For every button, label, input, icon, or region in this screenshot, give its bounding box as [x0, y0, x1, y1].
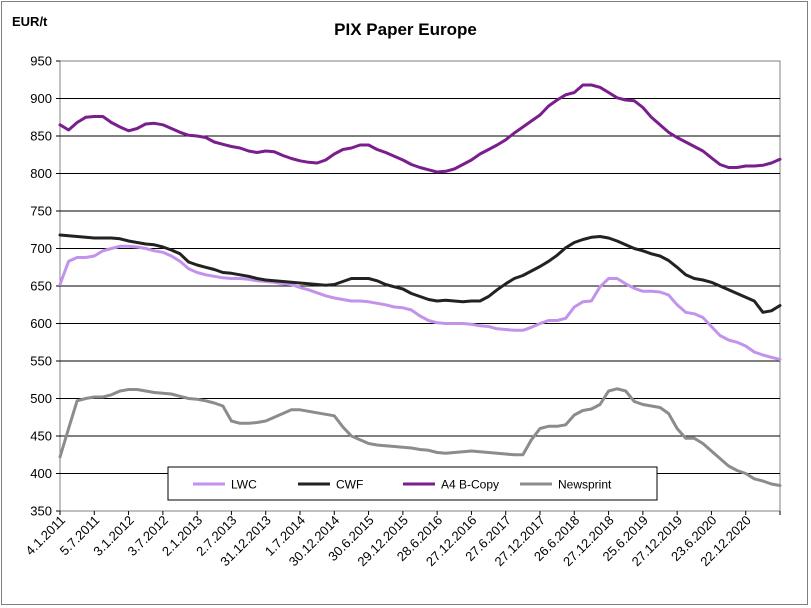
series-line-lwc — [58, 244, 782, 361]
legend-label: CWF — [336, 478, 363, 492]
y-tick-label: 650 — [30, 279, 52, 294]
series-line-cwf — [58, 233, 782, 314]
legend: LWC CWF A4 B-Copy Newsprint — [167, 466, 658, 501]
chart-title: PIX Paper Europe — [334, 20, 477, 39]
series-lines — [58, 83, 782, 487]
series-line-a4-b-copy — [58, 83, 782, 174]
y-tick-label: 500 — [30, 391, 52, 406]
y-tick-label: 800 — [30, 166, 52, 181]
y-tick-label: 400 — [30, 466, 52, 481]
y-tick-label: 450 — [30, 429, 52, 444]
y-tick-label: 900 — [30, 91, 52, 106]
y-tick-label: 850 — [30, 129, 52, 144]
y-tick-label: 750 — [30, 204, 52, 219]
x-axis-ticks: 4.1.20115.7.20113.1.20123.7.20122.1.2013… — [22, 511, 781, 569]
series-line-newsprint — [58, 387, 782, 487]
y-tick-label: 350 — [30, 504, 52, 519]
y-tick-label: 700 — [30, 241, 52, 256]
y-tick-label: 950 — [30, 54, 52, 69]
y-tick-label: 550 — [30, 354, 52, 369]
y-axis-ticks: 350 400 450 500 550 600 650 700 750 800 850 900 950 — [30, 54, 60, 519]
legend-label: LWC — [231, 478, 257, 492]
legend-label: A4 B-Copy — [441, 478, 499, 492]
y-tick-label: 600 — [30, 316, 52, 331]
y-axis-unit-label: EUR/t — [12, 14, 48, 29]
legend-label: Newsprint — [558, 478, 612, 492]
